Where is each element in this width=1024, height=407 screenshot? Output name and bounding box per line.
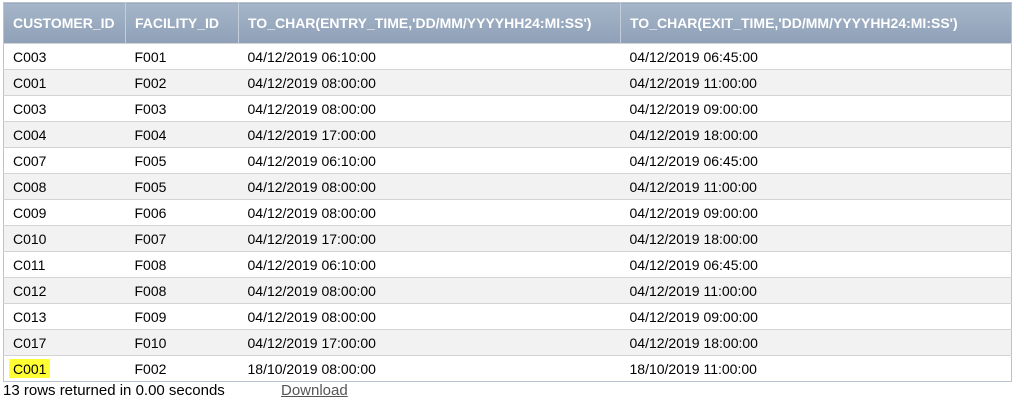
column-header-entry-time[interactable]: TO_CHAR(ENTRY_TIME,'DD/MM/YYYYHH24:MI:SS… [238, 2, 621, 44]
exit-time-cell: 04/12/2019 11:00:00 [620, 277, 1012, 304]
customer-id-cell: C013 [3, 303, 126, 330]
facility-id-cell: F007 [125, 225, 239, 252]
table-row: C008 F005 04/12/2019 08:00:00 04/12/2019 11… [3, 173, 1012, 200]
results-body: C003 F001 04/12/2019 06:10:00 04/12/2019 06… [3, 43, 1012, 382]
results-region: CUSTOMER_ID FACILITY_ID TO_CHAR(ENTRY_TI… [3, 2, 1012, 382]
exit-time-cell: 18/10/2019 11:00:00 [620, 355, 1012, 382]
entry-time-cell: 04/12/2019 17:00:00 [238, 121, 621, 148]
column-header-facility-id[interactable]: FACILITY_ID [125, 2, 239, 44]
table-row: C001 F002 04/12/2019 08:00:00 04/12/2019 11… [3, 69, 1012, 96]
exit-time-cell: 04/12/2019 18:00:00 [620, 225, 1012, 252]
entry-time-cell: 18/10/2019 08:00:00 [238, 355, 621, 382]
entry-time-cell: 04/12/2019 17:00:00 [238, 225, 621, 252]
table-row: C001 F002 18/10/2019 08:00:00 18/10/2019 11… [3, 355, 1012, 382]
entry-time-cell: 04/12/2019 06:10:00 [238, 43, 621, 70]
entry-time-cell: 04/12/2019 08:00:00 [238, 277, 621, 304]
entry-time-cell: 04/12/2019 08:00:00 [238, 69, 621, 96]
entry-time-cell: 04/12/2019 06:10:00 [238, 147, 621, 174]
table-row: C003 F003 04/12/2019 08:00:00 04/12/2019 09… [3, 95, 1012, 122]
column-header-exit-time[interactable]: TO_CHAR(EXIT_TIME,'DD/MM/YYYYHH24:MI:SS'… [620, 2, 1012, 44]
facility-id-cell: F008 [125, 251, 239, 278]
facility-id-cell: F009 [125, 303, 239, 330]
facility-id-cell: F010 [125, 329, 239, 356]
customer-id-cell: C001 [3, 69, 126, 96]
entry-time-cell: 04/12/2019 17:00:00 [238, 329, 621, 356]
entry-time-cell: 04/12/2019 08:00:00 [238, 303, 621, 330]
rows-returned-status: 13 rows returned in 0.00 seconds [3, 382, 225, 399]
highlighted-value: C001 [9, 358, 51, 378]
customer-id-cell: C017 [3, 329, 126, 356]
facility-id-cell: F002 [125, 69, 239, 96]
customer-id-cell: C010 [3, 225, 126, 252]
customer-id-cell: C007 [3, 147, 126, 174]
table-row: C010 F007 04/12/2019 17:00:00 04/12/2019 18… [3, 225, 1012, 252]
download-link[interactable]: Download [281, 382, 348, 399]
facility-id-cell: F002 [125, 355, 239, 382]
facility-id-cell: F004 [125, 121, 239, 148]
table-row: C004 F004 04/12/2019 17:00:00 04/12/2019 18… [3, 121, 1012, 148]
customer-id-cell: C003 [3, 95, 126, 122]
exit-time-cell: 04/12/2019 06:45:00 [620, 147, 1012, 174]
exit-time-cell: 04/12/2019 06:45:00 [620, 251, 1012, 278]
table-row: C009 F006 04/12/2019 08:00:00 04/12/2019 09… [3, 199, 1012, 226]
facility-id-cell: F003 [125, 95, 239, 122]
facility-id-cell: F005 [125, 147, 239, 174]
entry-time-cell: 04/12/2019 06:10:00 [238, 251, 621, 278]
facility-id-cell: F001 [125, 43, 239, 70]
table-row: C007 F005 04/12/2019 06:10:00 04/12/2019 06… [3, 147, 1012, 174]
column-header-customer-id[interactable]: CUSTOMER_ID [3, 2, 126, 44]
header-row: CUSTOMER_ID FACILITY_ID TO_CHAR(ENTRY_TI… [3, 2, 1012, 44]
exit-time-cell: 04/12/2019 18:00:00 [620, 329, 1012, 356]
customer-id-cell: C004 [3, 121, 126, 148]
exit-time-cell: 04/12/2019 06:45:00 [620, 43, 1012, 70]
table-row: C012 F008 04/12/2019 08:00:00 04/12/2019 11… [3, 277, 1012, 304]
customer-id-cell: C001 [3, 355, 126, 382]
exit-time-cell: 04/12/2019 09:00:00 [620, 199, 1012, 226]
table-row: C011 F008 04/12/2019 06:10:00 04/12/2019 06… [3, 251, 1012, 278]
facility-id-cell: F008 [125, 277, 239, 304]
exit-time-cell: 04/12/2019 11:00:00 [620, 173, 1012, 200]
exit-time-cell: 04/12/2019 11:00:00 [620, 69, 1012, 96]
customer-id-cell: C011 [3, 251, 126, 278]
exit-time-cell: 04/12/2019 18:00:00 [620, 121, 1012, 148]
exit-time-cell: 04/12/2019 09:00:00 [620, 95, 1012, 122]
exit-time-cell: 04/12/2019 09:00:00 [620, 303, 1012, 330]
customer-id-cell: C009 [3, 199, 126, 226]
entry-time-cell: 04/12/2019 08:00:00 [238, 95, 621, 122]
entry-time-cell: 04/12/2019 08:00:00 [238, 199, 621, 226]
facility-id-cell: F006 [125, 199, 239, 226]
customer-id-cell: C012 [3, 277, 126, 304]
customer-id-cell: C008 [3, 173, 126, 200]
table-row: C013 F009 04/12/2019 08:00:00 04/12/2019 09… [3, 303, 1012, 330]
facility-id-cell: F005 [125, 173, 239, 200]
customer-id-cell: C003 [3, 43, 126, 70]
results-table: CUSTOMER_ID FACILITY_ID TO_CHAR(ENTRY_TI… [3, 2, 1012, 382]
entry-time-cell: 04/12/2019 08:00:00 [238, 173, 621, 200]
table-row: C003 F001 04/12/2019 06:10:00 04/12/2019 06… [3, 43, 1012, 70]
table-row: C017 F010 04/12/2019 17:00:00 04/12/2019 18… [3, 329, 1012, 356]
